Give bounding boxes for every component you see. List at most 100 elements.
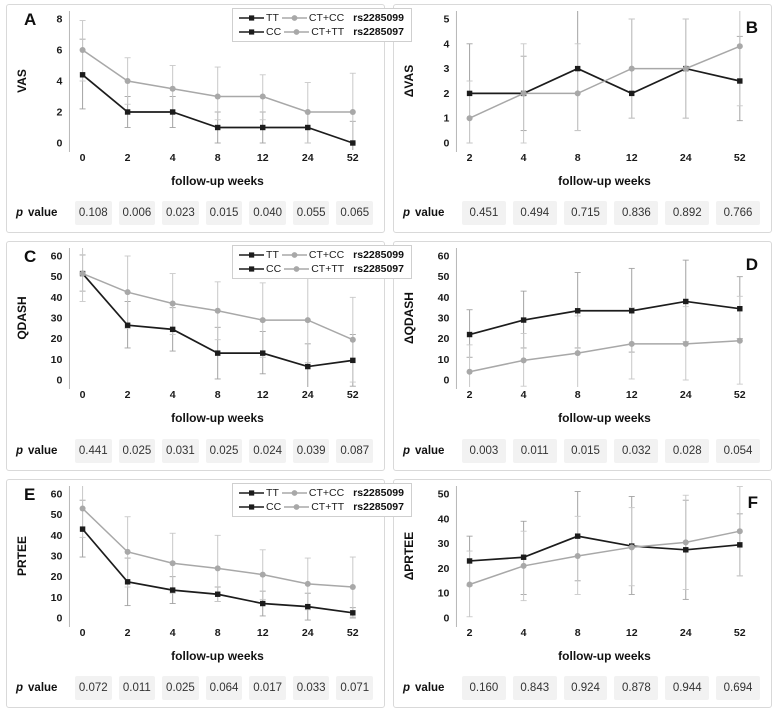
panel-label: C: [24, 247, 37, 267]
y-tick-label: 60: [51, 251, 63, 263]
x-tick-label: 24: [680, 627, 692, 639]
legend-item: CT+TT: [284, 500, 344, 514]
y-tick-label: 50: [438, 272, 450, 284]
series-line-light: [469, 340, 740, 373]
marker-circle: [304, 580, 311, 587]
x-tick-label: 52: [734, 627, 746, 639]
p-value-cell: 0.766: [716, 201, 760, 226]
p-value-row: p value 0.160 0.843 0.924 0.878 0.944 0.694: [403, 675, 760, 700]
y-tick-label: 60: [51, 488, 63, 500]
marker-circle: [520, 562, 527, 569]
p-value-cell: 0.025: [205, 438, 243, 463]
y-tick-label: 30: [51, 313, 63, 325]
panel-label: F: [747, 492, 758, 512]
p-value-cell: 0.694: [716, 675, 760, 700]
legend-rs-label: rs2285097: [353, 263, 404, 276]
p-value-cell: 0.451: [462, 201, 506, 226]
p-value-cell: 0.023: [162, 201, 199, 226]
p-value-cell: 0.108: [75, 201, 112, 226]
marker-circle: [79, 47, 86, 53]
marker-square: [628, 308, 635, 314]
marker-circle: [682, 539, 689, 546]
p-value-cell: 0.024: [249, 438, 286, 463]
marker-circle: [124, 78, 131, 84]
x-tick-label: 2: [467, 152, 473, 164]
marker-circle: [466, 581, 473, 588]
p-value-row: p value 0.441 0.025 0.031 0.025 0.024 0.039 0.08…: [16, 438, 374, 463]
legend: TT CT+CC rs2285099 CC CT+TT rs2285097: [232, 8, 412, 42]
p-value-label: p value: [403, 201, 455, 225]
panel-label: D: [745, 255, 758, 275]
y-axis-title: PRTEE: [15, 536, 29, 576]
marker-circle: [304, 317, 311, 324]
p-value-row: p value 0.072 0.011 0.025 0.064 0.017 0.033 0.07…: [16, 675, 374, 700]
p-value-cell: 0.006: [118, 201, 156, 226]
p-value-cell: 0.878: [614, 675, 659, 700]
legend-item: CT+TT: [284, 262, 344, 276]
x-axis-title: follow-up weeks: [171, 174, 264, 188]
p-value-cell: 0.055: [292, 201, 330, 226]
x-tick-label: 2: [125, 389, 131, 401]
x-axis-title: follow-up weeks: [171, 411, 264, 426]
legend-item-label: CT+CC: [308, 249, 345, 262]
marker-circle: [214, 565, 221, 572]
legend-item-label: CT+TT: [311, 500, 345, 513]
legend-rs-label: rs2285097: [353, 500, 404, 513]
panel-d: D 0 10 20 30 40 50 60 2 4 8 12 24 52 ΔQDASH follow-up w…: [393, 241, 772, 471]
y-axis-title: QDASH: [15, 297, 29, 340]
legend-row: CC CT+TT rs2285097: [239, 500, 404, 514]
legend-item: CT+CC: [281, 486, 345, 500]
marker-square: [350, 140, 356, 146]
p-value-cell: 0.015: [563, 438, 608, 463]
p-value-cell: 0.011: [512, 438, 557, 463]
y-tick-label: 5: [444, 14, 450, 26]
p-value-cell: 0.040: [249, 201, 286, 226]
x-tick-label: 24: [302, 389, 314, 401]
legend-item-label: CC: [266, 26, 282, 38]
panel-e: E 0 10 20 30 40 50 60 0 2 4 8 12 24 52 PRTEE follow-up w…: [6, 478, 412, 708]
marker-square: [520, 317, 527, 324]
legend-item-label: CC: [266, 263, 282, 276]
marker-circle: [466, 115, 473, 122]
marker-circle: [79, 505, 86, 512]
p-symbol: p: [403, 681, 411, 694]
x-tick-label: 4: [521, 627, 527, 639]
p-value-word: value: [28, 207, 58, 220]
marker-square: [574, 308, 581, 314]
legend-circle-marker-icon: [284, 29, 310, 35]
x-tick-label: 24: [680, 152, 692, 164]
p-value-cell: 0.715: [563, 201, 608, 226]
x-tick-label: 24: [302, 152, 314, 164]
marker-square: [260, 124, 266, 131]
marker-circle: [259, 317, 266, 324]
marker-square: [169, 326, 176, 333]
series-line-light: [469, 45, 741, 119]
legend-item-label: CT+TT: [311, 26, 345, 38]
p-value-label: p value: [16, 201, 68, 225]
legend-row: TT CT+CC rs2285099: [239, 486, 404, 500]
y-tick-label: 2: [444, 88, 450, 100]
marker-circle: [349, 583, 356, 590]
y-axis-title: ΔPRTEE: [402, 531, 416, 580]
marker-circle: [520, 357, 527, 364]
marker-circle: [520, 90, 527, 97]
marker-square: [214, 591, 221, 597]
marker-square: [124, 109, 131, 115]
p-value-cell: 0.071: [336, 675, 374, 700]
x-tick-label: 4: [521, 389, 527, 401]
x-tick-label: 2: [125, 152, 131, 164]
legend-item-label: CT+CC: [308, 486, 345, 499]
marker-circle: [574, 90, 581, 97]
y-tick-label: 3: [444, 63, 450, 75]
y-tick-label: 6: [57, 45, 63, 57]
legend-square-marker-icon: [239, 504, 265, 510]
p-value-cell: 0.015: [205, 201, 243, 226]
x-axis-title: follow-up weeks: [558, 174, 651, 188]
y-tick-label: 0: [444, 612, 450, 624]
legend-circle-marker-icon: [281, 252, 307, 259]
p-value-cell: 0.944: [665, 675, 710, 700]
x-tick-label: 24: [302, 627, 314, 639]
p-value-cell: 0.836: [614, 201, 659, 226]
